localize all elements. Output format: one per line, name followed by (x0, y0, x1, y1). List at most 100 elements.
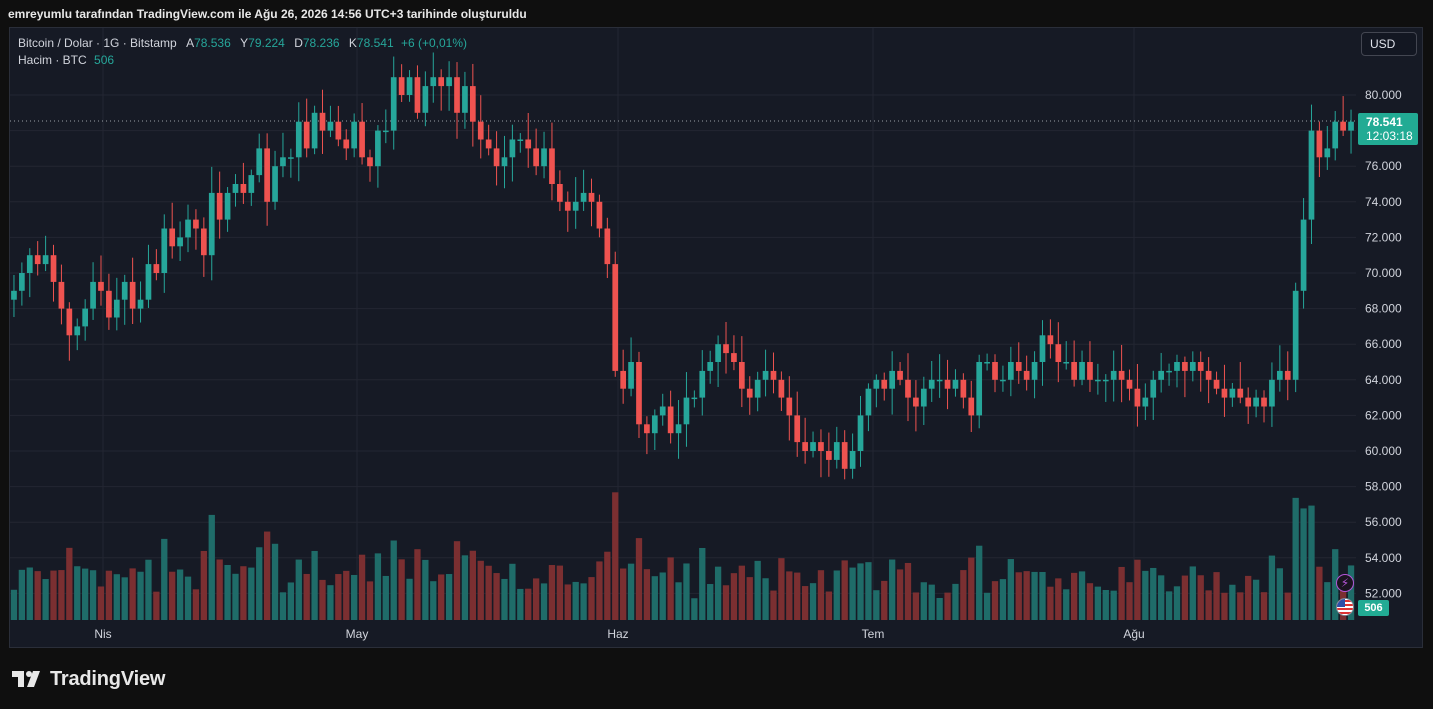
volume-bar (659, 572, 666, 620)
candle-body (90, 281, 96, 309)
candle-body (778, 379, 785, 398)
candle-body (1118, 370, 1125, 380)
volume-row: Hacim · BTC 506 (18, 52, 467, 69)
symbol-label[interactable]: Bitcoin / Dolar · 1G · Bitstamp (18, 36, 177, 50)
us-flag-icon[interactable] (1336, 598, 1354, 616)
volume-bar (928, 584, 935, 620)
volume-bar (620, 568, 627, 620)
volume-bar (1158, 575, 1165, 620)
candle-body (1237, 388, 1244, 398)
volume-bar (794, 572, 801, 620)
volume-bar (74, 566, 81, 620)
volume-bar (1126, 582, 1133, 620)
candle-body (841, 442, 848, 469)
brand-name: TradingView (50, 667, 166, 690)
candle-body (738, 362, 745, 389)
volume-bar (137, 571, 144, 620)
candle-body (1292, 290, 1299, 380)
volume-bar (983, 592, 991, 620)
volume-bar (1110, 590, 1117, 620)
volume-bar (366, 581, 374, 620)
volume-bar (1063, 589, 1070, 620)
candle-body (493, 148, 500, 167)
candle-body (177, 237, 183, 247)
high-value: 79.224 (248, 36, 285, 50)
candle-body (683, 397, 690, 425)
tradingview-logo-icon (12, 671, 40, 687)
volume-bar (1165, 591, 1173, 620)
candle-body (1134, 388, 1141, 407)
volume-bar (1324, 582, 1331, 620)
candle-body (675, 424, 682, 434)
volume-bar (1308, 505, 1315, 620)
candle-body (849, 451, 856, 469)
y-tick-label: 68.000 (1365, 302, 1402, 316)
y-tick-label: 56.000 (1365, 515, 1402, 529)
candle-body (169, 228, 176, 247)
currency-button[interactable]: USD (1361, 32, 1417, 56)
volume-bar (1213, 572, 1220, 620)
candle-body (414, 77, 421, 113)
volume-bar (248, 567, 255, 620)
y-tick-label: 70.000 (1365, 266, 1402, 280)
candle-body (1229, 388, 1236, 398)
tradingview-brand[interactable]: TradingView (12, 667, 165, 691)
volume-bar (517, 588, 524, 620)
volume-label[interactable]: Hacim · BTC (18, 53, 87, 67)
candle-body (580, 192, 587, 202)
candle-body (905, 379, 911, 398)
volume-bar (58, 570, 65, 620)
volume-bar (184, 576, 192, 620)
volume-bar (540, 583, 548, 620)
candle-body (604, 228, 611, 265)
volume-bar (422, 559, 429, 620)
candle-body (248, 175, 255, 193)
volume-bar (263, 531, 271, 620)
volume-bar (1245, 575, 1252, 620)
candle-body (98, 281, 104, 291)
volume-bar (161, 538, 168, 620)
candle-body (1039, 335, 1046, 362)
volume-bar (960, 570, 967, 620)
x-tick-label: Ağu (1123, 627, 1144, 641)
candle-body (390, 77, 397, 131)
candle-body (343, 139, 350, 149)
candle-body (113, 299, 120, 318)
volume-bar (26, 567, 33, 620)
candle-body (596, 201, 603, 229)
volume-bar (612, 492, 619, 620)
candle-body (501, 157, 508, 167)
volume-bar (778, 558, 785, 620)
volume-bar (1102, 589, 1109, 620)
candle-body (1300, 219, 1307, 291)
candle-body (272, 166, 278, 202)
candle-body (1071, 362, 1077, 380)
candle-body (628, 362, 634, 389)
volume-bar (358, 554, 366, 620)
volume-bar (841, 560, 848, 620)
y-tick-label: 76.000 (1365, 159, 1402, 173)
candle-body (723, 344, 729, 354)
volume-bar (398, 559, 405, 620)
volume-bar (1094, 586, 1102, 620)
volume-bar (849, 567, 856, 620)
last-price-tag: 78.541 12:03:18 (1358, 113, 1418, 145)
y-tick-label: 80.000 (1365, 88, 1402, 102)
lightning-icon[interactable]: ⚡ (1336, 574, 1354, 592)
volume-bar (873, 590, 880, 620)
candle-body (74, 326, 81, 336)
candle-body (1055, 344, 1062, 362)
candle-body (572, 201, 579, 211)
candle-body (185, 219, 191, 238)
chart-legend: Bitcoin / Dolar · 1G · Bitstamp A78.536 … (18, 35, 467, 69)
volume-bar (801, 586, 809, 620)
volume-bar (153, 591, 160, 620)
volume-bar (34, 571, 41, 620)
volume-bar (382, 575, 389, 620)
volume-bar (445, 574, 453, 620)
candle-body (873, 379, 880, 389)
candle-body (1348, 121, 1354, 131)
volume-bar (287, 582, 295, 620)
candle-body (422, 86, 429, 113)
